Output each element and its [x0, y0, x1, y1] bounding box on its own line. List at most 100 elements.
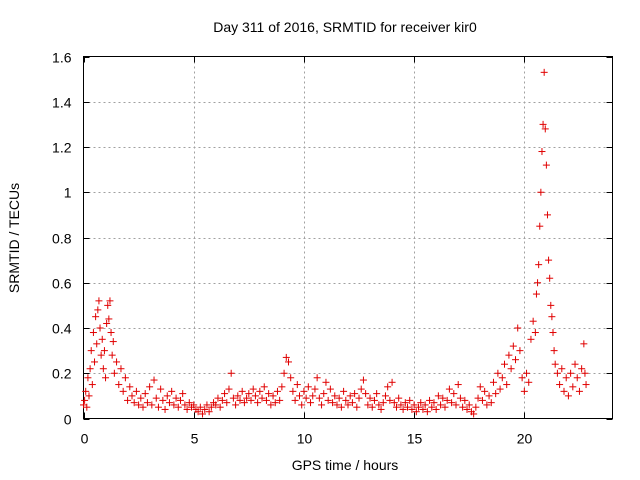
- data-point: [165, 399, 173, 407]
- data-point: [531, 329, 539, 337]
- data-point: [532, 290, 540, 298]
- data-point: [309, 392, 317, 400]
- data-point: [174, 403, 182, 411]
- data-point: [163, 392, 171, 400]
- data-point: [225, 385, 233, 393]
- data-point: [223, 399, 231, 407]
- data-point: [97, 351, 105, 359]
- data-point: [146, 383, 154, 391]
- data-point: [512, 356, 520, 364]
- data-point: [141, 390, 149, 398]
- data-point: [81, 396, 89, 404]
- data-point: [115, 381, 123, 389]
- data-point: [340, 387, 348, 395]
- data-point: [505, 351, 513, 359]
- data-point: [216, 403, 224, 411]
- data-point: [329, 399, 337, 407]
- data-point: [342, 396, 350, 404]
- x-tick-label: 15: [407, 431, 423, 447]
- data-point: [537, 188, 545, 196]
- chart-title: Day 311 of 2016, SRMTID for receiver kir…: [213, 19, 477, 35]
- data-point: [556, 381, 564, 389]
- data-point: [539, 120, 547, 128]
- y-tick-label: 0.4: [52, 321, 72, 337]
- data-point: [381, 392, 389, 400]
- data-point: [245, 390, 253, 398]
- data-point: [542, 161, 550, 169]
- data-point: [518, 374, 526, 382]
- data-point: [247, 396, 255, 404]
- x-axis-label: GPS time / hours: [292, 457, 399, 473]
- data-point: [406, 396, 414, 404]
- data-point: [353, 403, 361, 411]
- data-point: [307, 399, 315, 407]
- data-point: [83, 403, 91, 411]
- data-point: [161, 405, 169, 413]
- data-point: [520, 387, 528, 395]
- data-point: [256, 387, 264, 395]
- data-point: [445, 385, 453, 393]
- data-point: [276, 396, 284, 404]
- data-point: [262, 396, 270, 404]
- data-point: [315, 394, 323, 402]
- data-point: [401, 399, 409, 407]
- data-point: [284, 358, 292, 366]
- data-point: [478, 396, 486, 404]
- data-point: [534, 279, 542, 287]
- data-point: [240, 399, 248, 407]
- data-point: [132, 387, 140, 395]
- data-point: [320, 390, 328, 398]
- data-point: [326, 385, 334, 393]
- x-tick-label: 10: [297, 431, 313, 447]
- data-point: [404, 403, 412, 411]
- data-point: [88, 381, 96, 389]
- data-point: [291, 396, 299, 404]
- data-point: [304, 383, 312, 391]
- data-point: [395, 394, 403, 402]
- data-point: [214, 394, 222, 402]
- data-point: [96, 324, 104, 332]
- data-point: [543, 211, 551, 219]
- data-point: [282, 353, 290, 361]
- data-point: [573, 374, 581, 382]
- data-point: [386, 396, 394, 404]
- data-point: [397, 401, 405, 409]
- data-point: [109, 338, 117, 346]
- x-tick-label: 5: [191, 431, 199, 447]
- data-point: [168, 387, 176, 395]
- data-point: [463, 405, 471, 413]
- data-point: [535, 261, 543, 269]
- data-point: [359, 376, 367, 384]
- data-point: [498, 374, 506, 382]
- data-point: [135, 401, 143, 409]
- data-point: [465, 401, 473, 409]
- data-point: [150, 376, 158, 384]
- data-point: [287, 374, 295, 382]
- data-point: [419, 405, 427, 413]
- data-point: [302, 394, 310, 402]
- data-point: [549, 329, 557, 337]
- x-tick-label: 20: [517, 431, 533, 447]
- y-tick-label: 0.2: [52, 366, 72, 382]
- data-point: [494, 369, 502, 377]
- axis-ticks: 0 5 10 15 20 0 0.2 0.4 0.6 0.8 1 1.2 1.4 1.6: [52, 50, 613, 447]
- data-point: [540, 68, 548, 76]
- data-point: [538, 148, 546, 156]
- y-tick-label: 1.6: [52, 50, 72, 66]
- data-point: [443, 396, 451, 404]
- data-point: [324, 396, 332, 404]
- data-point: [496, 385, 504, 393]
- data-point: [571, 360, 579, 368]
- data-point: [194, 408, 202, 416]
- y-tick-label: 0: [64, 412, 72, 428]
- data-point: [384, 383, 392, 391]
- data-point: [507, 365, 515, 373]
- data-point: [454, 381, 462, 389]
- data-point: [249, 385, 257, 393]
- data-point: [212, 401, 220, 409]
- data-point: [370, 396, 378, 404]
- data-points: [80, 68, 590, 418]
- data-point: [196, 403, 204, 411]
- x-tick-label: 0: [81, 431, 89, 447]
